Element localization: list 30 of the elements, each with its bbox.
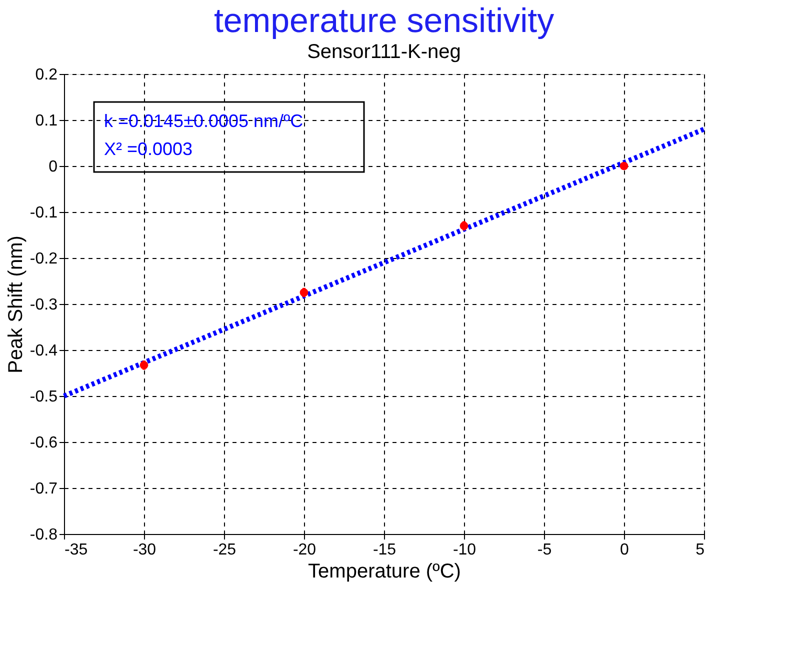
x-tick-label: -30 — [132, 542, 156, 558]
point — [620, 162, 628, 170]
y-tick-label: -0.2 — [30, 250, 58, 268]
annotation: k =0.0145±0.0005 nm/ºC — [104, 111, 304, 131]
point — [460, 222, 468, 230]
y-tick-label: -0.3 — [30, 296, 58, 314]
y-tick-label: -0.6 — [30, 434, 58, 452]
y-tick-label: -0.4 — [30, 342, 58, 360]
x-tick-label: 5 — [696, 542, 705, 558]
x-tick-label: 0 — [620, 542, 630, 558]
x-tick-label: -5 — [537, 542, 552, 558]
y-tick-label: -0.8 — [30, 526, 58, 544]
y-tick-label: -0.7 — [30, 480, 58, 498]
x-tick-label: -15 — [372, 542, 396, 558]
y-tick-label: 0 — [48, 158, 58, 176]
y-tick-label: 0.2 — [35, 66, 58, 84]
y-tick-label: -0.1 — [30, 204, 58, 222]
x-tick-label: -35 — [64, 542, 88, 558]
x-tick-label: -10 — [452, 542, 476, 558]
y-tick-label: 0.1 — [35, 112, 58, 130]
x-axis-title: Temperature (ºC) — [308, 560, 461, 582]
chart-title: Sensor111-K-neg — [307, 41, 461, 63]
point — [140, 361, 148, 370]
y-axis-title: Peak Shift (nm) — [4, 236, 27, 374]
point — [300, 288, 308, 297]
annotation: X² =0.0003 — [104, 139, 193, 159]
x-tick-label: -25 — [212, 542, 236, 558]
y-tick-label: -0.5 — [30, 388, 58, 406]
text: temperature sensitivity — [214, 2, 554, 40]
x-tick-label: -20 — [292, 542, 316, 558]
